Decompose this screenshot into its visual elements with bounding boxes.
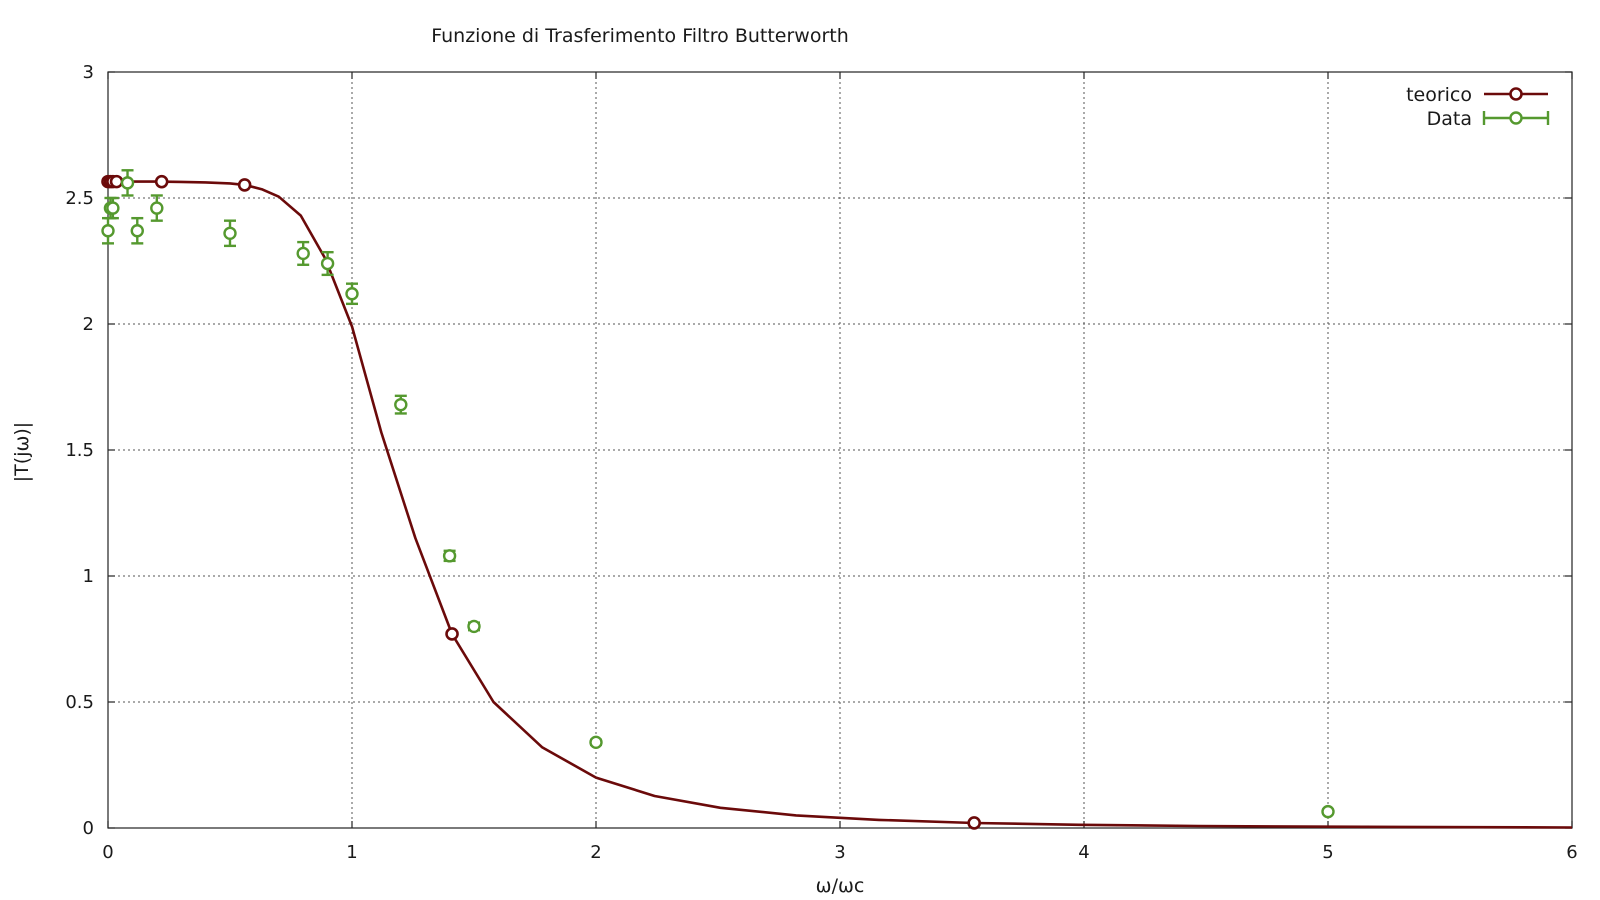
data-marker [320, 256, 335, 271]
data-marker [296, 246, 310, 261]
legend-label-data: Data [1427, 108, 1472, 130]
series-teorico-marker [967, 816, 982, 830]
series-data-point [150, 194, 164, 222]
data-marker [223, 226, 237, 240]
series-data-point [101, 216, 115, 245]
series-layer [101, 169, 1573, 830]
y-tick-label: 3 [83, 62, 94, 83]
data-marker [589, 735, 603, 750]
grid-layer [108, 72, 1572, 828]
y-tick-label: 0 [83, 818, 94, 839]
series-data-point [120, 169, 135, 197]
series-data-point [442, 549, 457, 563]
tick-layer: 0 1 2 3 4 5 6 0 0.5 1 1.5 2 2.5 3 [65, 62, 1577, 863]
y-tick-label: 2.5 [65, 188, 94, 209]
series-teorico-line [108, 180, 1573, 829]
x-tick-label: 6 [1566, 842, 1577, 863]
y-tick-label: 0.5 [65, 692, 94, 713]
series-teorico-marker [445, 627, 459, 641]
legend-swatches [1482, 87, 1550, 125]
data-marker [1321, 804, 1335, 819]
series-data-point [320, 250, 335, 277]
data-marker [106, 201, 120, 215]
x-tick-label: 4 [1078, 842, 1089, 863]
x-axis-label: ω/ωc [816, 875, 865, 897]
x-tick-label: 5 [1322, 842, 1333, 863]
series-data-point [296, 240, 310, 266]
data-marker [394, 397, 408, 412]
y-tick-label: 1.5 [65, 440, 94, 461]
data-marker [150, 201, 164, 215]
x-tick-label: 0 [102, 842, 113, 863]
series-data-point [589, 735, 603, 750]
series-data-point [394, 394, 408, 415]
data-marker [130, 224, 144, 238]
series-teorico-marker [109, 174, 124, 189]
y-tick-label: 2 [83, 314, 94, 335]
data-marker [120, 176, 135, 190]
x-tick-label: 1 [346, 842, 357, 863]
x-tick-label: 2 [590, 842, 601, 863]
series-data-point [223, 219, 237, 248]
series-data-point [1321, 804, 1335, 819]
data-marker [345, 287, 359, 301]
legend-swatch-teorico-marker [1509, 87, 1523, 101]
chart-title: Funzione di Trasferimento Filtro Butterw… [431, 25, 849, 47]
legend-label-teorico: teorico [1406, 84, 1472, 106]
legend-swatch-data-marker [1509, 111, 1523, 125]
series-data-point [467, 619, 481, 634]
data-marker [442, 549, 457, 563]
series-data-point [345, 282, 359, 306]
series-data-point [106, 196, 120, 220]
data-marker [101, 224, 115, 238]
series-teorico-marker [154, 174, 169, 189]
series-teorico-marker [237, 178, 252, 192]
legend: teorico Data [1406, 84, 1550, 130]
y-tick-label: 1 [83, 566, 94, 587]
series-data-point [130, 216, 144, 245]
data-marker [467, 619, 481, 634]
y-axis-label: |T(jω)| [11, 422, 33, 482]
x-tick-label: 3 [834, 842, 845, 863]
